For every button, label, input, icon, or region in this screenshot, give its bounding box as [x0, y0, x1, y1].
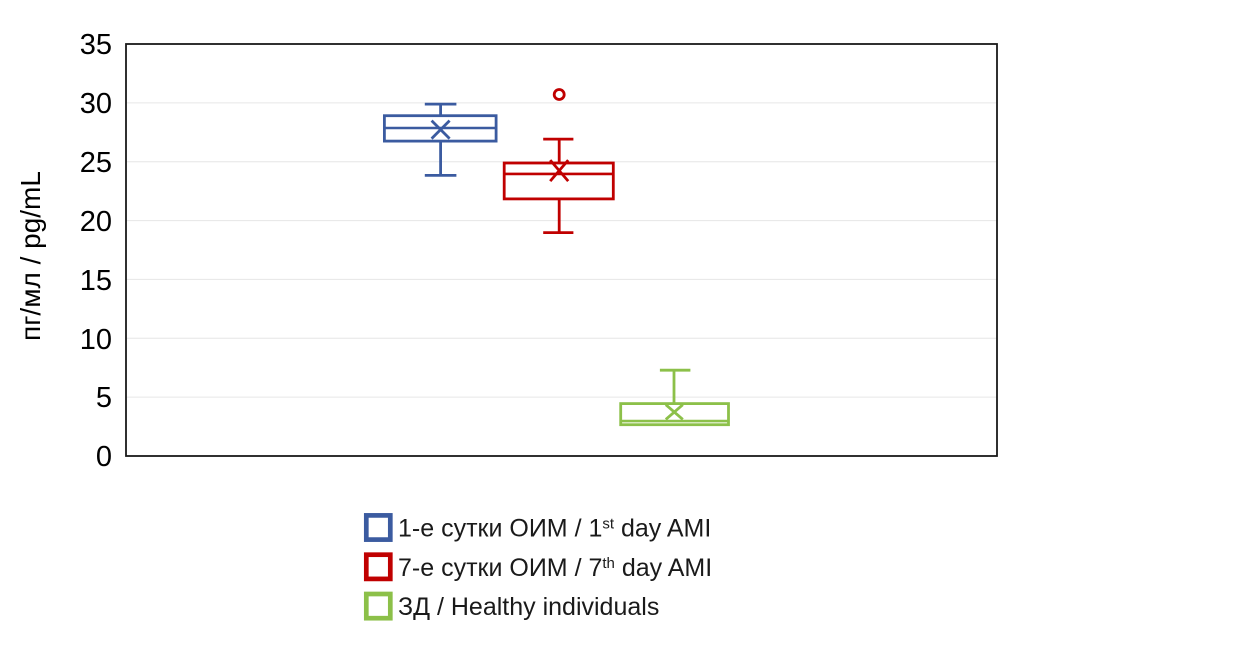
svg-text:35: 35 [80, 29, 112, 61]
svg-text:1-е сутки ОИМ / 1st day AMI: 1-е сутки ОИМ / 1st day AMI [398, 515, 711, 543]
svg-text:20: 20 [80, 206, 112, 238]
svg-text:0: 0 [96, 441, 112, 473]
svg-text:25: 25 [80, 147, 112, 179]
svg-text:10: 10 [80, 324, 112, 356]
svg-text:30: 30 [80, 88, 112, 120]
svg-text:ЗД / Healthy individuals: ЗД / Healthy individuals [398, 593, 659, 621]
svg-text:5: 5 [96, 382, 112, 414]
svg-text:15: 15 [80, 265, 112, 297]
svg-text:пг/мл / pg/mL: пг/мл / pg/mL [15, 171, 46, 341]
svg-text:7-е сутки ОИМ / 7th day AMI: 7-е сутки ОИМ / 7th day AMI [398, 554, 712, 582]
